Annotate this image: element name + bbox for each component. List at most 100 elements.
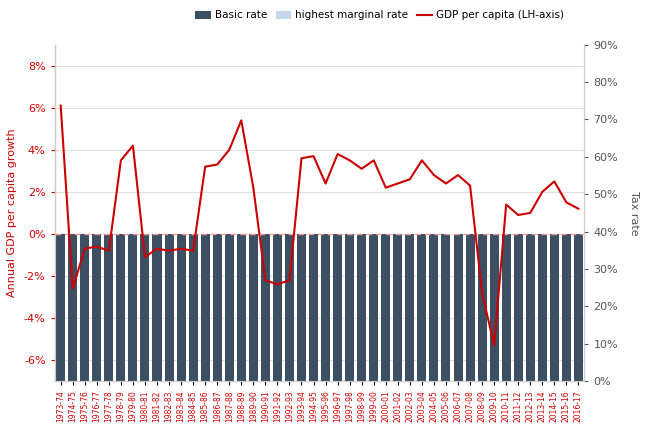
Bar	[550, 234, 559, 429]
Bar	[261, 234, 270, 429]
Bar	[249, 234, 258, 429]
Bar	[129, 234, 138, 429]
GDP per capita (LH-axis)	[286, 278, 293, 283]
Bar	[309, 234, 318, 429]
Bar	[165, 234, 174, 429]
Bar	[80, 234, 89, 429]
GDP per capita (LH-axis)	[298, 156, 306, 161]
Bar	[201, 234, 210, 429]
Bar	[345, 234, 354, 429]
GDP per capita (LH-axis)	[165, 248, 173, 254]
GDP per capita (LH-axis)	[538, 189, 546, 194]
GDP per capita (LH-axis)	[105, 248, 112, 254]
Bar	[393, 234, 402, 429]
Bar	[562, 234, 571, 429]
Bar	[237, 234, 246, 429]
Bar	[466, 234, 475, 429]
Bar	[466, 234, 475, 429]
GDP per capita (LH-axis)	[309, 154, 317, 159]
Bar	[405, 234, 414, 429]
GDP per capita (LH-axis)	[550, 179, 558, 184]
GDP per capita (LH-axis)	[346, 158, 353, 163]
GDP per capita (LH-axis)	[249, 185, 257, 190]
GDP per capita (LH-axis)	[370, 158, 378, 163]
Bar	[490, 234, 499, 429]
Bar	[249, 234, 258, 429]
GDP per capita (LH-axis)	[93, 244, 101, 249]
GDP per capita (LH-axis)	[514, 212, 522, 218]
Bar	[537, 234, 547, 429]
GDP per capita (LH-axis)	[238, 118, 245, 123]
Bar	[345, 234, 354, 429]
Bar	[526, 234, 535, 429]
Bar	[261, 234, 270, 429]
GDP per capita (LH-axis)	[503, 202, 510, 207]
Bar	[502, 234, 511, 429]
GDP per capita (LH-axis)	[563, 200, 570, 205]
Bar	[189, 234, 198, 429]
Bar	[273, 234, 282, 429]
Bar	[80, 234, 89, 429]
Bar	[357, 234, 366, 429]
Bar	[370, 234, 379, 429]
Bar	[514, 234, 523, 429]
Bar	[152, 234, 162, 429]
Bar	[189, 234, 198, 429]
GDP per capita (LH-axis)	[57, 103, 65, 108]
Bar	[502, 234, 511, 429]
Bar	[370, 234, 379, 429]
Bar	[526, 234, 535, 429]
GDP per capita (LH-axis)	[322, 181, 329, 186]
Bar	[92, 234, 101, 429]
Bar	[393, 234, 402, 429]
Bar	[357, 234, 366, 429]
Bar	[92, 234, 101, 429]
GDP per capita (LH-axis)	[225, 147, 233, 152]
Y-axis label: Annual GDP per capita growth: Annual GDP per capita growth	[7, 129, 17, 297]
Bar	[430, 234, 439, 429]
Bar	[309, 234, 318, 429]
Legend: Basic rate, highest marginal rate, GDP per capita (LH-axis): Basic rate, highest marginal rate, GDP p…	[191, 6, 568, 24]
Bar	[105, 234, 113, 429]
GDP per capita (LH-axis)	[262, 278, 269, 283]
Bar	[116, 234, 125, 429]
Bar	[550, 234, 559, 429]
Bar	[562, 234, 571, 429]
GDP per capita (LH-axis)	[69, 286, 77, 291]
Bar	[333, 234, 342, 429]
Bar	[176, 234, 185, 429]
Bar	[165, 234, 174, 429]
Bar	[225, 234, 234, 429]
GDP per capita (LH-axis)	[430, 172, 438, 178]
Bar	[321, 234, 330, 429]
Bar	[441, 234, 450, 429]
Bar	[285, 234, 294, 429]
Bar	[201, 234, 210, 429]
Bar	[273, 234, 282, 429]
Bar	[441, 234, 450, 429]
Bar	[225, 234, 234, 429]
Bar	[477, 234, 486, 429]
GDP per capita (LH-axis)	[418, 158, 426, 163]
Bar	[321, 234, 330, 429]
Bar	[116, 234, 125, 429]
Bar	[574, 234, 583, 429]
GDP per capita (LH-axis)	[358, 166, 366, 171]
GDP per capita (LH-axis)	[394, 181, 402, 186]
Bar	[237, 234, 246, 429]
Bar	[140, 234, 149, 429]
Bar	[430, 234, 439, 429]
GDP per capita (LH-axis)	[153, 246, 161, 251]
Bar	[285, 234, 294, 429]
Bar	[176, 234, 185, 429]
Bar	[417, 234, 426, 429]
GDP per capita (LH-axis)	[574, 206, 582, 211]
GDP per capita (LH-axis)	[406, 177, 413, 182]
GDP per capita (LH-axis)	[273, 282, 281, 287]
Bar	[333, 234, 342, 429]
Bar	[56, 234, 65, 429]
Bar	[213, 234, 222, 429]
Bar	[574, 234, 583, 429]
Bar	[453, 234, 463, 429]
GDP per capita (LH-axis)	[202, 164, 209, 169]
